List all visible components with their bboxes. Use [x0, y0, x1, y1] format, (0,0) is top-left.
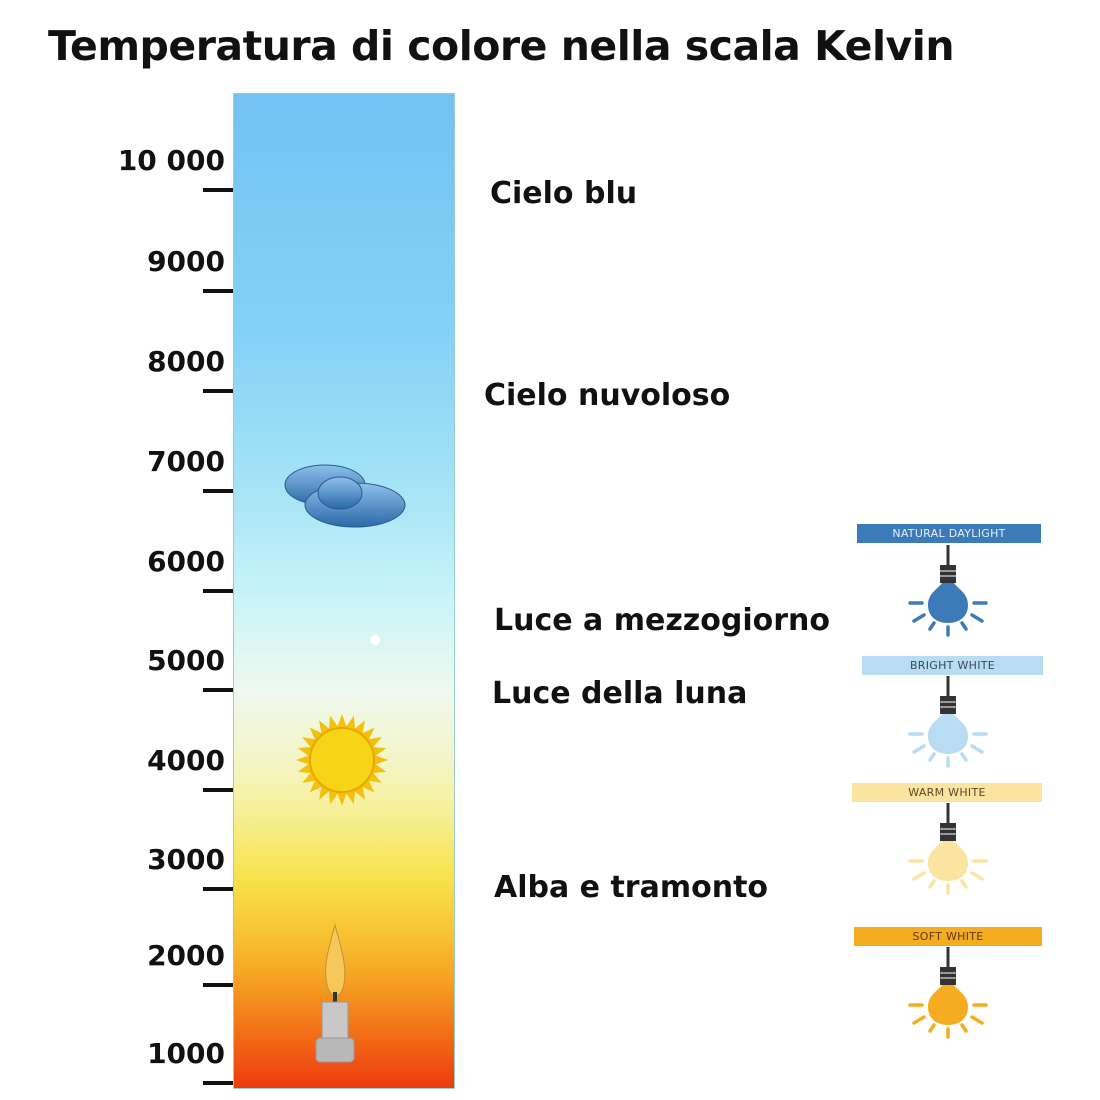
bulb-label-bright-white: BRIGHT WHITE [862, 656, 1043, 675]
scale-tick-label: 6000 [147, 545, 225, 578]
label-luce-luna: Luce della luna [492, 676, 748, 711]
page-title: Temperatura di colore nella scala Kelvin [48, 22, 955, 70]
cloud-icon [284, 464, 406, 528]
scale-tick-mark [203, 983, 233, 987]
scale-tick-mark [203, 289, 233, 293]
scale-tick-label: 7000 [147, 445, 225, 478]
bulb-label-natural-daylight: NATURAL DAYLIGHT [857, 524, 1041, 543]
color-temperature-gradient-bar [233, 93, 455, 1089]
scale-tick-label: 1000 [147, 1037, 225, 1070]
scale-tick-mark [203, 188, 233, 192]
scale-tick-mark [203, 589, 233, 593]
scale-tick-mark [203, 489, 233, 493]
scale-tick-mark [203, 887, 233, 891]
moon-dot-icon [370, 635, 380, 645]
label-alba-tramonto: Alba e tramonto [494, 870, 769, 905]
scale-tick-label: 8000 [147, 345, 225, 378]
bulb-label-soft-white: SOFT WHITE [854, 927, 1042, 946]
scale-tick-mark [203, 1081, 233, 1085]
label-cielo-blu: Cielo blu [490, 176, 638, 211]
scale-tick-mark [203, 688, 233, 692]
scale-tick-label: 9000 [147, 245, 225, 278]
bulb-label-warm-white: WARM WHITE [852, 783, 1042, 802]
scale-tick-mark [203, 389, 233, 393]
scale-tick-mark [203, 788, 233, 792]
scale-tick-label: 10 000 [117, 144, 225, 177]
scale-tick-label: 2000 [147, 939, 225, 972]
light-bulb-icon [908, 676, 988, 768]
label-cielo-nuvoloso: Cielo nuvoloso [484, 378, 731, 413]
candle-icon [315, 923, 355, 1063]
scale-tick-label: 4000 [147, 744, 225, 777]
sun-icon [296, 714, 388, 806]
label-luce-mezzogiorno: Luce a mezzogiorno [494, 603, 831, 638]
light-bulb-icon [908, 803, 988, 895]
scale-tick-label: 5000 [147, 644, 225, 677]
light-bulb-icon [908, 947, 988, 1039]
scale-tick-label: 3000 [147, 843, 225, 876]
light-bulb-icon [908, 545, 988, 637]
